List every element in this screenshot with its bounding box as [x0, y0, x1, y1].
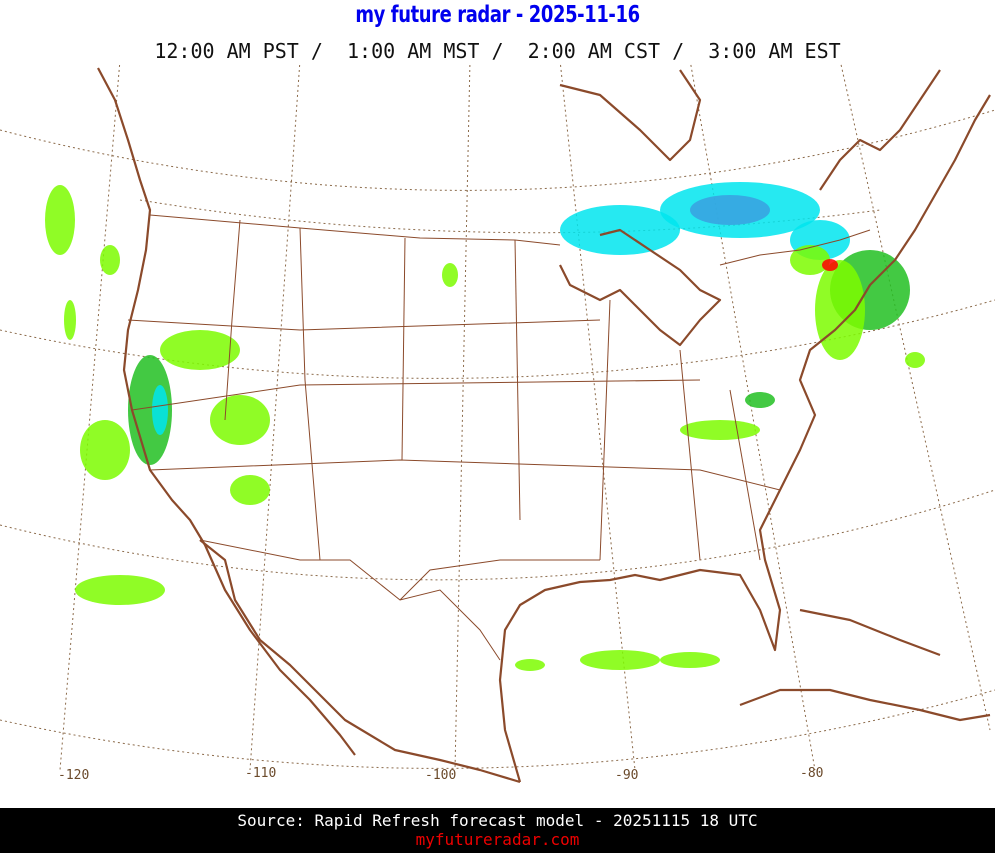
state-border [199, 539, 501, 661]
precip-area [580, 650, 660, 670]
grid-meridian [840, 64, 991, 731]
grid-parallel [0, 689, 995, 769]
precip-area [75, 575, 165, 605]
coastline-segment [559, 228, 722, 347]
precip-area [660, 652, 720, 668]
coastline-segment [559, 69, 702, 162]
grid-meridian [559, 64, 636, 771]
precip-area [680, 420, 760, 440]
state-border [127, 319, 601, 331]
lon-label-80: -80 [800, 766, 823, 781]
precip-area [822, 259, 838, 271]
graticule [0, 64, 995, 771]
precip-area [160, 330, 240, 370]
grid-parallel [0, 489, 995, 581]
lon-label-110: -110 [245, 766, 276, 781]
footer: Source: Rapid Refresh forecast model - 2… [0, 808, 995, 853]
grid-meridian [249, 64, 301, 771]
source-text: Source: Rapid Refresh forecast model - 2… [237, 811, 758, 830]
precip-area [690, 195, 770, 225]
grid-meridian [59, 64, 121, 771]
coastline [97, 67, 991, 784]
precip-area [210, 395, 270, 445]
precip-area [230, 475, 270, 505]
precip-area [905, 352, 925, 368]
precip-area [100, 245, 120, 275]
precip-area [815, 260, 865, 360]
precip-area [442, 263, 458, 287]
precip-area [64, 300, 76, 340]
coastline-segment [199, 539, 521, 784]
coastline-segment [739, 688, 991, 722]
precip-area [128, 355, 172, 465]
state-border [299, 227, 321, 561]
grid-parallel [139, 199, 881, 234]
state-border [149, 214, 561, 246]
coastline-segment [498, 94, 991, 783]
state-border [719, 229, 871, 266]
grid-meridian [690, 64, 816, 771]
precip-area [745, 392, 775, 408]
borders [127, 214, 871, 661]
state-border [399, 559, 600, 601]
time-zones-line: 12:00 AM PST / 1:00 AM MST / 2:00 AM CST… [154, 39, 841, 63]
precip-area [790, 245, 830, 275]
precip-area [45, 185, 75, 255]
page-title: my future radar - 2025-11-16 [355, 2, 640, 28]
state-border [149, 459, 781, 491]
coastline-segment [819, 69, 941, 191]
state-border [514, 239, 521, 521]
lon-label-90: -90 [615, 768, 638, 783]
coastline-segment [799, 608, 941, 657]
coastline-segment [97, 67, 356, 756]
radar-precipitation [45, 182, 925, 671]
grid-parallel [0, 109, 995, 191]
lon-label-100: -100 [425, 768, 456, 783]
state-border [729, 389, 761, 561]
precip-area [152, 385, 168, 435]
grid-meridian [454, 64, 471, 771]
site-link[interactable]: myfutureradar.com [415, 830, 580, 849]
precip-area [80, 420, 130, 480]
precip-area [515, 659, 545, 671]
state-border [131, 379, 701, 411]
radar-map: -120 -110 -100 -90 -80 [0, 64, 995, 784]
state-border [224, 219, 241, 421]
state-border [599, 299, 611, 561]
state-border [679, 349, 701, 561]
lon-label-120: -120 [58, 768, 89, 783]
state-border [401, 237, 406, 461]
